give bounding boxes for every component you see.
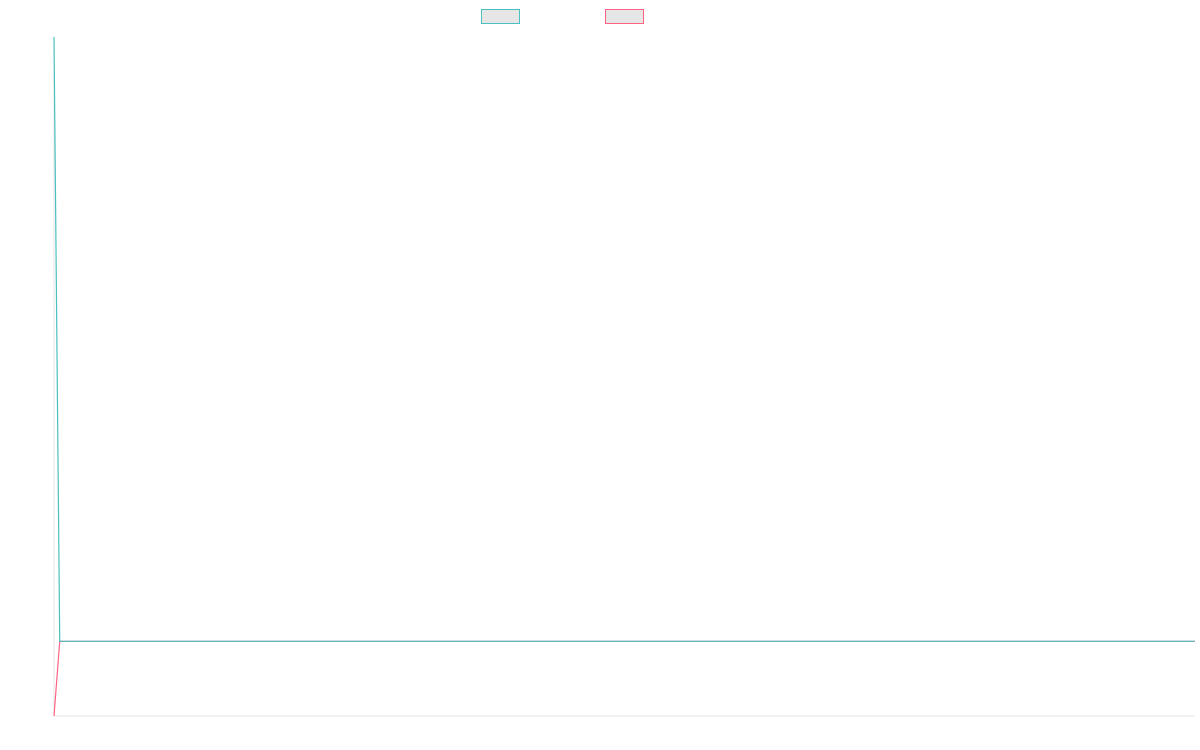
series-line-1 xyxy=(53,36,1195,642)
legend xyxy=(0,9,1200,29)
legend-swatch-series-2[interactable] xyxy=(605,9,644,24)
series-line-2 xyxy=(53,640,1195,717)
legend-swatch-series-1[interactable] xyxy=(481,9,520,24)
